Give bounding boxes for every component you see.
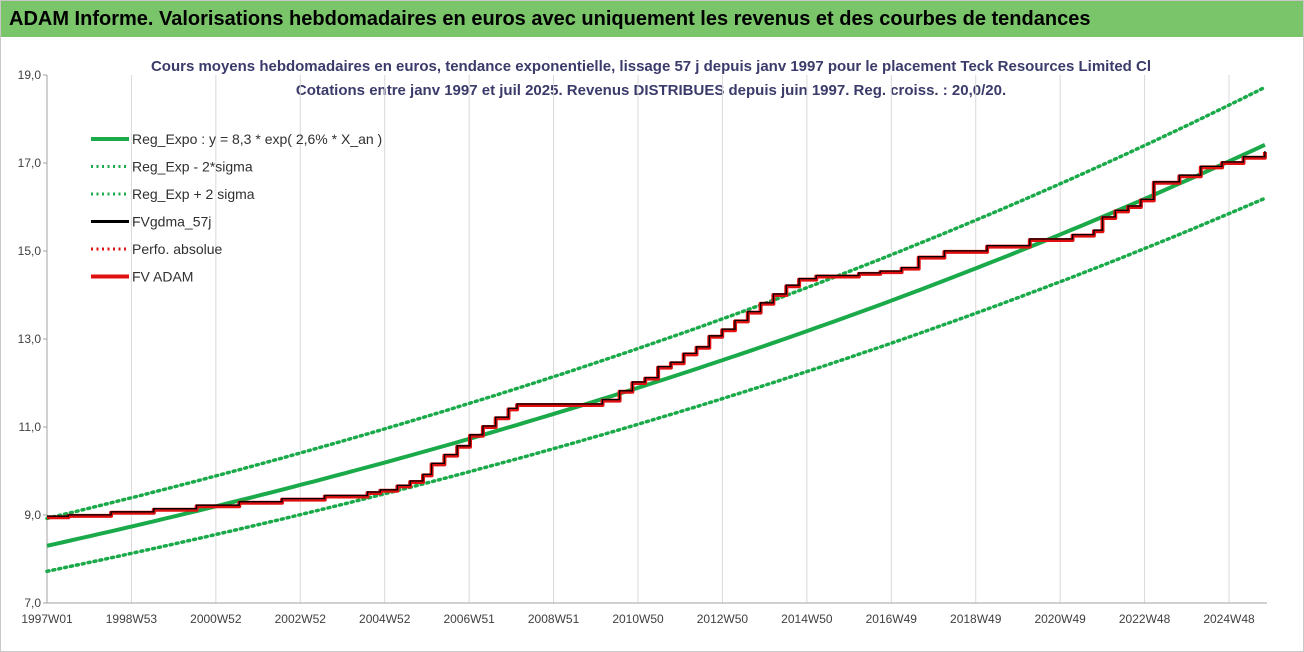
x-tick-label: 1997W01 <box>21 612 73 626</box>
y-tick-label: 15,0 <box>18 244 42 258</box>
x-tick-label: 2004W52 <box>359 612 411 626</box>
x-axis: 1997W01 1998W53 2000W52 2002W52 2004W52 2006W… <box>21 602 1267 626</box>
series-reg-expo <box>46 142 1266 548</box>
x-tick-label: 2000W52 <box>190 612 242 626</box>
legend: Reg_Expo : y = 8,3 * exp( 2,6% * X_an ) R… <box>91 131 382 285</box>
x-tick-label: 2014W50 <box>781 612 833 626</box>
chart-title-line-2: Cotations entre janv 1997 et juil 2025. … <box>296 82 1006 99</box>
x-tick-label: 2008W51 <box>528 612 580 626</box>
x-tick-label: 2012W50 <box>697 612 749 626</box>
legend-label: Reg_Exp - 2*sigma <box>132 159 253 175</box>
y-tick-label: 7,0 <box>24 596 41 610</box>
y-tick-label: 19,0 <box>18 68 42 82</box>
x-tick-label: 2020W49 <box>1034 612 1086 626</box>
y-axis: 7,0 9,0 11,0 13,0 15,0 17,0 19,0 <box>18 68 48 610</box>
y-tick-label: 9,0 <box>24 508 41 522</box>
legend-label: FV ADAM <box>132 269 193 285</box>
legend-label: FVgdma_57j <box>132 214 211 230</box>
grid <box>46 75 1230 603</box>
chart: Cours moyens hebdomadaires en euros, ten… <box>18 58 1267 626</box>
chart-title-line-1: Cours moyens hebdomadaires en euros, ten… <box>151 58 1151 75</box>
legend-label: Perfo. absolue <box>132 241 222 257</box>
x-tick-label: 2006W51 <box>443 612 495 626</box>
plot-series <box>45 85 1267 574</box>
series-reg-exp-minus-2sigma <box>45 196 1267 574</box>
report-title: ADAM Informe. Valorisations hebdomadaire… <box>1 1 1303 37</box>
x-tick-label: 2002W52 <box>275 612 327 626</box>
x-tick-label: 1998W53 <box>106 612 158 626</box>
series-fv-adam <box>47 152 1267 520</box>
series-reg-exp-plus-2sigma <box>45 85 1267 521</box>
x-tick-label: 2024W48 <box>1203 612 1255 626</box>
x-tick-label: 2016W49 <box>866 612 918 626</box>
x-tick-label: 2010W50 <box>612 612 664 626</box>
series-fvgdma-57j <box>47 151 1266 517</box>
x-tick-label: 2018W49 <box>950 612 1002 626</box>
legend-label: Reg_Exp + 2 sigma <box>132 186 255 202</box>
y-tick-label: 13,0 <box>18 332 42 346</box>
y-tick-label: 11,0 <box>19 420 42 434</box>
legend-label: Reg_Expo : y = 8,3 * exp( 2,6% * X_an ) <box>132 131 382 147</box>
x-tick-label: 2022W48 <box>1119 612 1171 626</box>
y-tick-label: 17,0 <box>18 156 42 170</box>
